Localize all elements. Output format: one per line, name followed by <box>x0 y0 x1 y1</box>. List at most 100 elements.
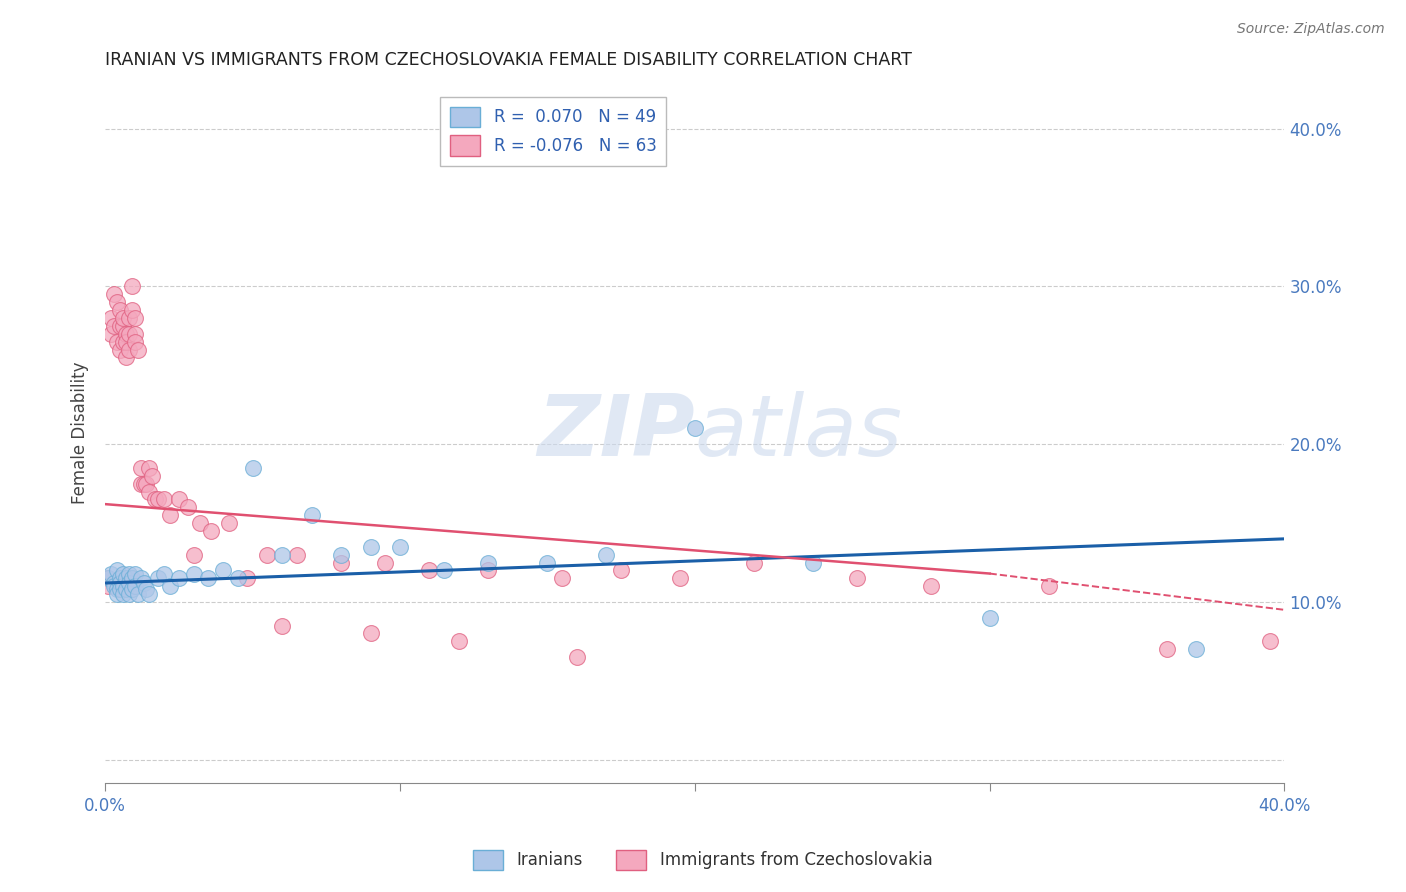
Point <box>115 334 138 349</box>
Point <box>536 556 558 570</box>
Point <box>111 310 134 325</box>
Point <box>389 540 412 554</box>
Point <box>477 556 499 570</box>
Point <box>183 548 205 562</box>
Point <box>111 587 134 601</box>
Point <box>610 563 633 577</box>
Point <box>1156 642 1178 657</box>
Point <box>118 343 141 357</box>
Point <box>124 579 146 593</box>
Point <box>115 582 138 597</box>
Point <box>683 421 706 435</box>
Point <box>1185 642 1208 657</box>
Legend: R =  0.070   N = 49, R = -0.076   N = 63: R = 0.070 N = 49, R = -0.076 N = 63 <box>440 96 666 166</box>
Point <box>103 579 125 593</box>
Point <box>100 326 122 341</box>
Point <box>141 468 163 483</box>
Point <box>374 556 396 570</box>
Point <box>138 460 160 475</box>
Point <box>118 576 141 591</box>
Point <box>108 576 131 591</box>
Text: Source: ZipAtlas.com: Source: ZipAtlas.com <box>1237 22 1385 37</box>
Point <box>129 476 152 491</box>
Point <box>115 326 138 341</box>
Point <box>100 310 122 325</box>
Point <box>118 587 141 601</box>
Point <box>108 343 131 357</box>
Point <box>100 566 122 581</box>
Point <box>105 587 128 601</box>
Point <box>108 571 131 585</box>
Point <box>111 334 134 349</box>
Point <box>135 582 157 597</box>
Point <box>105 563 128 577</box>
Point <box>846 571 869 585</box>
Point <box>1258 634 1281 648</box>
Point <box>111 318 134 333</box>
Text: IRANIAN VS IMMIGRANTS FROM CZECHOSLOVAKIA FEMALE DISABILITY CORRELATION CHART: IRANIAN VS IMMIGRANTS FROM CZECHOSLOVAKI… <box>105 51 912 69</box>
Point <box>477 563 499 577</box>
Point <box>121 303 143 318</box>
Point <box>183 566 205 581</box>
Point <box>920 579 942 593</box>
Point <box>271 548 294 562</box>
Point <box>121 279 143 293</box>
Point <box>218 516 240 530</box>
Point <box>285 548 308 562</box>
Point <box>167 492 190 507</box>
Point <box>153 566 176 581</box>
Point <box>188 516 211 530</box>
Point <box>801 556 824 570</box>
Point <box>118 310 141 325</box>
Point <box>212 563 235 577</box>
Point <box>121 582 143 597</box>
Point <box>108 582 131 597</box>
Point <box>115 351 138 365</box>
Point <box>595 548 617 562</box>
Point <box>138 587 160 601</box>
Point <box>1038 579 1060 593</box>
Point <box>127 587 149 601</box>
Point <box>124 566 146 581</box>
Point <box>742 556 765 570</box>
Point <box>135 476 157 491</box>
Point <box>132 476 155 491</box>
Point <box>242 460 264 475</box>
Point <box>235 571 257 585</box>
Point <box>565 650 588 665</box>
Point <box>433 563 456 577</box>
Point <box>105 334 128 349</box>
Point <box>979 611 1001 625</box>
Point <box>129 460 152 475</box>
Point <box>97 579 120 593</box>
Y-axis label: Female Disability: Female Disability <box>72 361 89 504</box>
Point <box>148 492 170 507</box>
Text: ZIP: ZIP <box>537 391 695 474</box>
Point <box>159 508 181 523</box>
Point <box>103 287 125 301</box>
Point <box>124 334 146 349</box>
Point <box>127 343 149 357</box>
Point <box>115 571 138 585</box>
Point <box>360 540 382 554</box>
Point <box>301 508 323 523</box>
Point <box>271 618 294 632</box>
Point <box>105 295 128 310</box>
Point <box>124 326 146 341</box>
Point <box>118 326 141 341</box>
Point <box>97 571 120 585</box>
Point <box>124 310 146 325</box>
Point <box>111 579 134 593</box>
Point <box>97 571 120 585</box>
Point <box>108 318 131 333</box>
Point <box>103 318 125 333</box>
Point <box>330 548 353 562</box>
Point <box>111 566 134 581</box>
Point <box>200 524 222 538</box>
Point <box>153 492 176 507</box>
Point <box>132 576 155 591</box>
Point <box>159 579 181 593</box>
Point <box>118 566 141 581</box>
Point <box>360 626 382 640</box>
Point <box>418 563 440 577</box>
